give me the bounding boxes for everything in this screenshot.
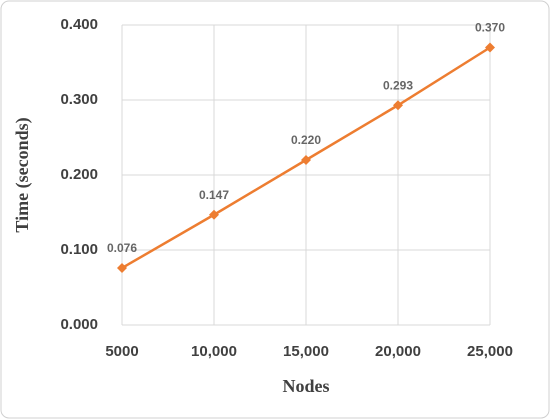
marker <box>301 155 311 165</box>
y-tick-label: 0.100 <box>60 241 98 258</box>
data-label: 0.076 <box>107 241 137 255</box>
y-tick-label: 0.000 <box>60 316 98 333</box>
x-tick-label: 25,000 <box>467 343 513 360</box>
x-tick-label: 10,000 <box>191 343 237 360</box>
data-label: 0.293 <box>383 78 413 92</box>
y-tick-label: 0.200 <box>60 166 98 183</box>
y-tick-label: 0.300 <box>60 91 98 108</box>
data-label: 0.370 <box>475 21 505 35</box>
marker <box>485 42 495 53</box>
marker <box>117 263 127 273</box>
data-label: 0.147 <box>199 188 229 202</box>
x-tick-label: 15,000 <box>283 343 329 360</box>
data-label: 0.220 <box>291 133 321 147</box>
y-axis-label: Time (seconds) <box>12 117 33 232</box>
x-tick-label: 20,000 <box>375 343 421 360</box>
y-tick-label: 0.400 <box>60 16 98 33</box>
marker <box>209 209 219 220</box>
marker <box>393 100 403 111</box>
x-tick-label: 5000 <box>105 343 138 360</box>
x-axis-label: Nodes <box>282 376 329 396</box>
